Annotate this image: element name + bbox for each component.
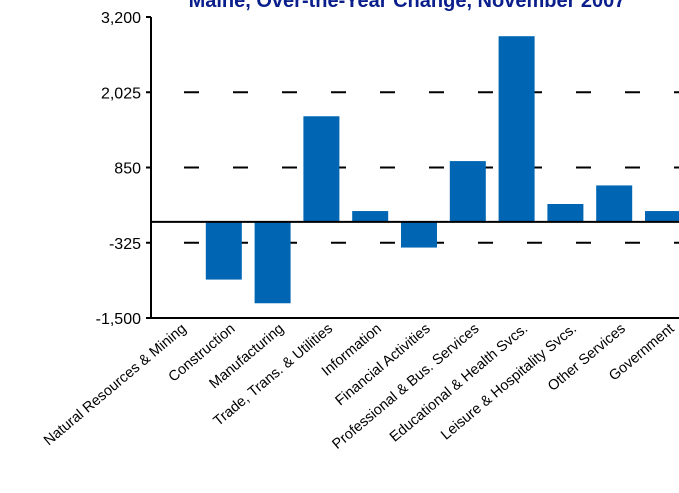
bar-10 — [645, 211, 679, 222]
bar-2 — [254, 221, 291, 304]
bar-5 — [401, 221, 437, 248]
bar-4 — [352, 211, 389, 222]
y-tick-label: 2,025 — [101, 85, 141, 102]
bar-3 — [303, 116, 340, 222]
y-tick-label: 3,200 — [101, 10, 141, 27]
bar-6 — [449, 161, 486, 222]
x-category-label: Natural Resources & Mining — [41, 321, 190, 449]
bar-8 — [547, 204, 584, 222]
bars — [205, 36, 679, 304]
chart-title: Maine, Over-the-Year Change, November 20… — [189, 0, 626, 12]
bar-9 — [596, 185, 633, 222]
bar-7 — [498, 36, 535, 222]
y-tick-label: -325 — [109, 236, 141, 253]
y-tick-label: -1,500 — [96, 311, 141, 328]
y-tick-label: 850 — [114, 161, 141, 178]
x-category-labels: Natural Resources & MiningConstructionMa… — [41, 321, 678, 453]
bar-1 — [205, 221, 242, 280]
y-tick-labels: 3,200 2,025 850 -325 -1,500 — [96, 10, 151, 328]
